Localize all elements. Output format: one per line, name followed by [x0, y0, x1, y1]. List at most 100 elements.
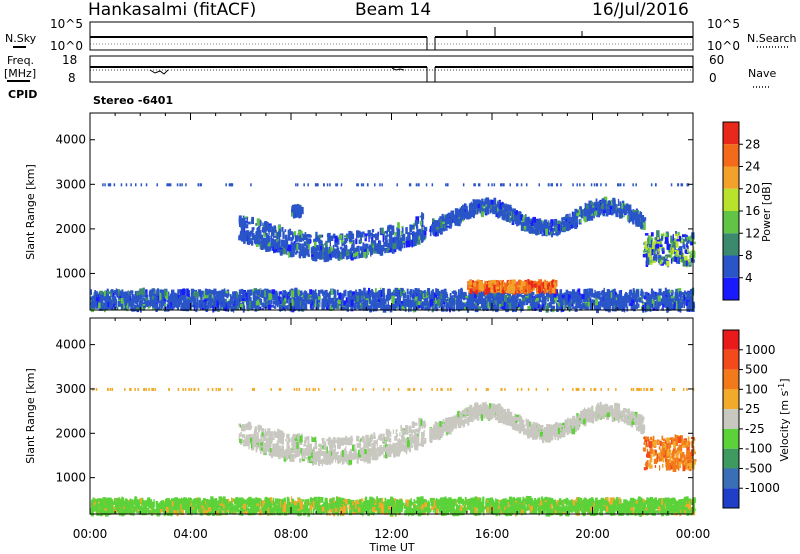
power-cell-3-633	[431, 224, 435, 230]
power-cell-0-1466	[518, 300, 522, 307]
power-cell-0-2320	[235, 301, 239, 307]
power-cell-0-2071	[345, 297, 348, 303]
power-cell-0-1995	[200, 290, 204, 294]
power-cell-0-2130	[606, 292, 611, 300]
power-cell-0-863	[452, 304, 456, 312]
power-cell-1-803	[279, 228, 281, 233]
power-cell-0-1535	[310, 302, 313, 310]
power-cell-0-505	[155, 289, 157, 296]
power-cell-3-934	[549, 226, 552, 230]
power-cell-0-2596	[625, 305, 628, 308]
power-cell-0-2337	[550, 291, 554, 298]
power-cell-1-703	[254, 236, 257, 239]
power-cell-0-2179	[209, 301, 211, 305]
power-cell-3-848	[443, 217, 447, 222]
power-cell-0-408	[156, 295, 160, 302]
power-cell-0-2441	[548, 302, 550, 307]
power-cell-1-298	[411, 227, 415, 230]
power-cell-1-649	[422, 231, 424, 238]
power-cell-3-692	[521, 225, 524, 231]
power-cell-0-1563	[379, 295, 382, 301]
power-cell-0-900	[374, 288, 377, 295]
power-cell-0-156	[484, 304, 488, 308]
power-cell-0-2592	[688, 305, 692, 309]
power-cell-0-133	[571, 302, 574, 307]
power-cell-1-672	[420, 220, 422, 226]
power-cell-0-2583	[254, 295, 258, 301]
power-cell-0-2160	[616, 296, 620, 303]
power-cell-0-2564	[328, 301, 331, 306]
power-cell-1-614	[283, 242, 287, 248]
power-cell-0-2049	[261, 290, 265, 298]
power-cell-1-636	[360, 247, 364, 254]
power-cell-1-473	[336, 251, 340, 254]
power-cell-1-215	[365, 243, 369, 249]
nsearch-label: N.Search	[747, 32, 797, 45]
power-cell-3-395	[574, 221, 578, 229]
power-cell-1-219	[341, 241, 346, 246]
power-cell-0-13	[221, 291, 224, 299]
power-cell-3-530	[520, 221, 523, 226]
power-cell-0-2500	[350, 299, 354, 307]
power-cell-0-1592	[568, 291, 570, 294]
power-cell-0-1610	[394, 305, 397, 311]
power-cell-0-1654	[392, 303, 395, 311]
power-cell-0-2001	[234, 294, 237, 298]
power-cell-0-856	[563, 299, 566, 304]
power-cell-2-11	[300, 207, 304, 214]
power-cell-0-2024	[437, 299, 441, 307]
power-cell-0-1347	[598, 291, 600, 294]
power-cell-1-650	[417, 229, 421, 233]
power-cell-0-444	[138, 305, 141, 310]
power-cell-0-2428	[521, 296, 526, 302]
power-cell-0-2532	[217, 291, 221, 300]
power-cell-0-1458	[689, 296, 693, 300]
power-cell-0-1659	[672, 302, 674, 307]
power-cell-0-1966	[179, 296, 182, 305]
power-cell-5-96	[519, 280, 523, 286]
power-cell-0-2352	[440, 297, 444, 305]
power-cell-4-174	[645, 253, 648, 261]
power-cell-0-2483	[593, 299, 595, 308]
power-cell-0-2085	[409, 290, 412, 298]
power-cell-0-1509	[509, 307, 513, 310]
power-cell-4-218	[648, 236, 651, 245]
power-cell-1-552	[414, 219, 418, 226]
power-cell-0-2164	[615, 298, 618, 305]
power-cell-3-689	[632, 216, 635, 225]
power-cell-0-2031	[247, 296, 252, 301]
power-cell-0-1898	[380, 289, 383, 297]
power-cell-0-47	[164, 303, 167, 307]
power-cell-0-2185	[175, 297, 179, 304]
power-cell-1-251	[290, 243, 293, 247]
power-cell-0-1685	[124, 291, 128, 297]
power-cell-3-860	[460, 209, 464, 214]
power-cell-0-1560	[650, 288, 653, 295]
power-cell-0-2426	[115, 305, 117, 308]
power-cell-0-647	[531, 307, 534, 311]
power-cell-0-2251	[482, 305, 485, 311]
power-cell-1-323	[303, 251, 306, 259]
power-cell-0-1987	[263, 303, 265, 308]
power-cell-0-2258	[301, 299, 305, 306]
power-cell-0-2305	[300, 297, 303, 301]
power-cell-0-844	[148, 300, 151, 305]
power-cell-0-2295	[272, 300, 276, 304]
power-cell-0-1763	[504, 291, 507, 295]
power-cell-0-2540	[435, 288, 438, 295]
power-cell-0-2030	[382, 288, 385, 296]
power-cell-1-589	[276, 239, 278, 243]
power-cell-3-756	[535, 227, 539, 235]
power-cell-0-1315	[356, 304, 359, 309]
power-cell-0-1209	[474, 299, 478, 306]
power-cell-5-111	[490, 286, 493, 293]
power-cell-3-713	[433, 220, 437, 225]
power-cell-3-845	[441, 214, 444, 222]
power-cell-1-134	[360, 232, 362, 240]
power-cell-1-549	[414, 233, 416, 237]
power-cell-0-1457	[587, 288, 589, 296]
power-cell-1-119	[372, 234, 377, 238]
power-cell-3-720	[521, 221, 524, 226]
power-cell-4-170	[680, 239, 684, 242]
